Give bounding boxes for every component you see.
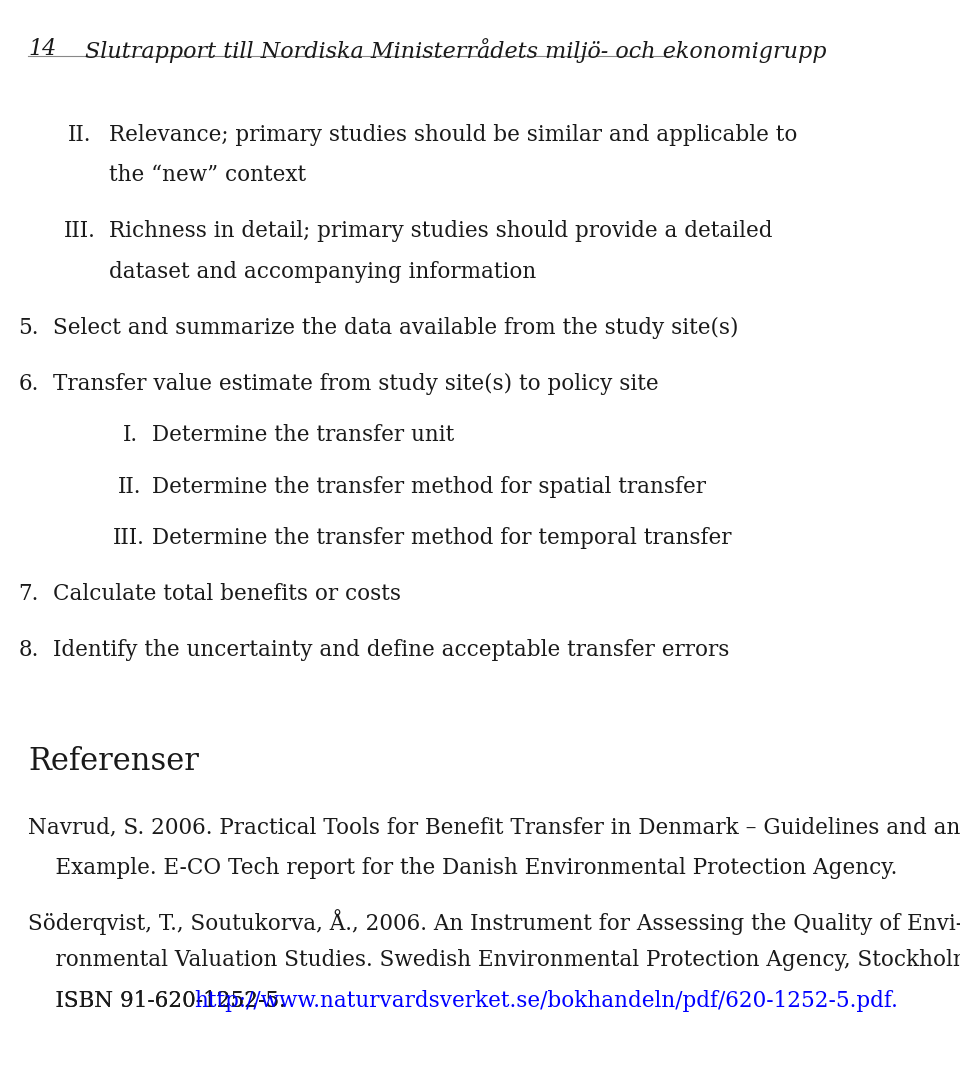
Text: the “new” context: the “new” context	[109, 164, 306, 186]
Text: I.: I.	[123, 424, 137, 446]
Text: 7.: 7.	[18, 583, 38, 605]
Text: Calculate total benefits or costs: Calculate total benefits or costs	[53, 583, 401, 605]
Text: Identify the uncertainty and define acceptable transfer errors: Identify the uncertainty and define acce…	[53, 639, 730, 661]
Text: Transfer value estimate from study site(s) to policy site: Transfer value estimate from study site(…	[53, 373, 659, 395]
Text: II.: II.	[68, 124, 92, 145]
Text: 5.: 5.	[18, 317, 38, 338]
Text: III.: III.	[63, 220, 95, 242]
Text: Navrud, S. 2006. Practical Tools for Benefit Transfer in Denmark – Guidelines an: Navrud, S. 2006. Practical Tools for Ben…	[28, 816, 960, 838]
Text: ISBN 91-620-1252-5.: ISBN 91-620-1252-5.	[28, 990, 293, 1012]
Text: Referenser: Referenser	[28, 746, 199, 778]
Text: Select and summarize the data available from the study site(s): Select and summarize the data available …	[53, 317, 738, 339]
Text: Determine the transfer method for temporal transfer: Determine the transfer method for tempor…	[152, 527, 732, 549]
Text: 14: 14	[28, 38, 57, 59]
Text: III.: III.	[112, 527, 145, 549]
Text: Determine the transfer method for spatial transfer: Determine the transfer method for spatia…	[152, 476, 706, 497]
Text: II.: II.	[118, 476, 141, 497]
Text: ronmental Valuation Studies. Swedish Environmental Protection Agency, Stockholm.: ronmental Valuation Studies. Swedish Env…	[28, 949, 960, 971]
Text: 8.: 8.	[18, 639, 38, 661]
Text: http://www.naturvardsverket.se/bokhandeln/pdf/620-1252-5.pdf.: http://www.naturvardsverket.se/bokhandel…	[194, 990, 898, 1012]
Text: Richness in detail; primary studies should provide a detailed: Richness in detail; primary studies shou…	[109, 220, 773, 242]
Text: Example. E-CO Tech report for the Danish Environmental Protection Agency.: Example. E-CO Tech report for the Danish…	[28, 857, 898, 879]
Text: 6.: 6.	[18, 373, 38, 394]
Text: dataset and accompanying information: dataset and accompanying information	[109, 261, 537, 282]
Text: ISBN 91-620-1252-5. http://www.naturvardsverket.se/bokhandeln/pdf/620-1252-5.pdf: ISBN 91-620-1252-5. http://www.naturvard…	[28, 990, 960, 1012]
Text: Slutrapport till Nordiska Ministerrådets miljö- och ekonomigrupp: Slutrapport till Nordiska Ministerrådets…	[84, 38, 827, 62]
Text: Söderqvist, T., Soutukorva, Å., 2006. An Instrument for Assessing the Quality of: Söderqvist, T., Soutukorva, Å., 2006. An…	[28, 909, 960, 934]
Text: ISBN 91-620-1252-5.: ISBN 91-620-1252-5.	[28, 990, 293, 1012]
Text: Determine the transfer unit: Determine the transfer unit	[152, 424, 454, 446]
Text: Relevance; primary studies should be similar and applicable to: Relevance; primary studies should be sim…	[109, 124, 798, 145]
